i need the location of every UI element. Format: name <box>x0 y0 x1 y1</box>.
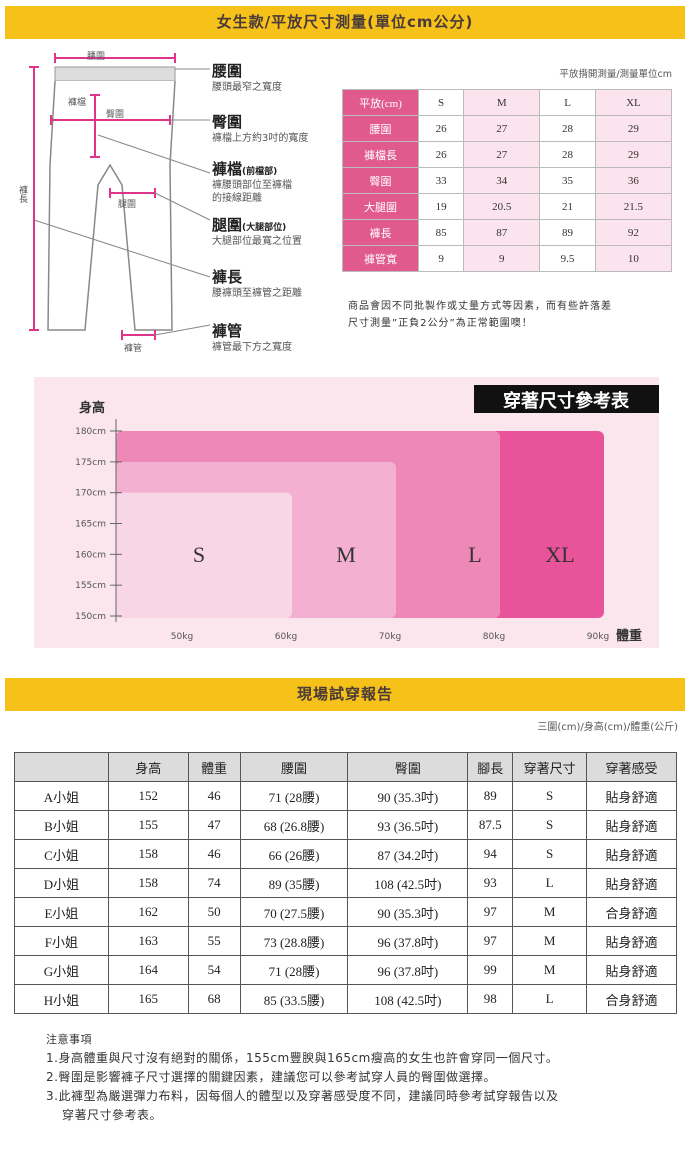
size-chart-panel: 穿著尺寸參考表 身高 XL L M S 180cm 175cm 170cm 165cm 160cm 1… <box>34 377 659 648</box>
y-tick-label: 165cm <box>75 520 106 530</box>
y-tick-label: 180cm <box>75 427 106 437</box>
x-axis-label: 體重 <box>616 628 642 644</box>
note-item: 1.身高體重與尺寸沒有絕對的關係，155cm豐腴與165cm瘦高的女生也許會穿同… <box>46 1051 559 1065</box>
table-row: 褲檔長 26 27 28 29 <box>342 141 673 168</box>
size-label-s: S <box>193 542 205 567</box>
size-table-caption: 平放揹開測量/測量單位cm <box>559 69 672 80</box>
table-row: G小姐 164 54 71 (28腰) 96 (37.8吋) 99 M 貼身舒適 <box>14 955 677 985</box>
section-title-try-on-report: 現場試穿報告 <box>5 678 685 711</box>
x-tick-label: 60kg <box>275 632 297 642</box>
try-on-table: 身高 體重 腰圍 臀圍 腳長 穿著尺寸 穿著感受 A小姐 152 46 71 (… <box>14 752 677 1014</box>
size-label-xl: XL <box>545 542 574 567</box>
size-label-m: M <box>336 542 356 567</box>
hem-label: 褲管 <box>124 344 143 354</box>
size-table-note: 商品會因不同批製作或丈量方式等因素，而有些許落差 尺寸測量”正負2公分”為正常範… <box>348 301 612 329</box>
x-tick-label: 70kg <box>379 632 401 642</box>
table-row: D小姐 158 74 89 (35腰) 108 (42.5吋) 93 L 貼身舒… <box>14 868 677 898</box>
annotation-hip: 臀圍 褲檔上方約3吋的寬度 <box>212 113 309 144</box>
notes-block: 注意事項 1.身高體重與尺寸沒有絕對的關係，155cm豐腴與165cm瘦高的女生… <box>46 1030 558 1125</box>
note-item: 2.臀圍是影響褲子尺寸選擇的關鍵因素，建議您可以參考試穿人員的臀圍做選擇。 <box>46 1070 496 1084</box>
table-row: A小姐 152 46 71 (28腰) 90 (35.3吋) 89 S 貼身舒適 <box>14 781 677 811</box>
table-row: 大腿圍 19 20.5 21 21.5 <box>342 193 673 220</box>
report-unit-note: 三圍(cm)/身高(cm)/體重(公斤) <box>537 722 678 733</box>
size-region-s <box>116 492 292 618</box>
y-tick-label: 160cm <box>75 550 106 560</box>
table-row: E小姐 162 50 70 (27.5腰) 90 (35.3吋) 97 M 合身… <box>14 897 677 927</box>
size-reference-chart: 穿著尺寸參考表 身高 XL L M S 180cm 175cm 170cm 165cm 160cm 1… <box>75 385 659 644</box>
table-row: B小姐 155 47 68 (26.8腰) 93 (36.5吋) 87.5 S … <box>14 810 677 840</box>
waist-label: 腰圍 <box>87 52 106 62</box>
y-tick-label: 175cm <box>75 458 106 468</box>
hip-label: 臀圍 <box>106 110 125 120</box>
thigh-label: 腿圍 <box>118 200 137 210</box>
chart-title: 穿著尺寸參考表 <box>503 390 630 412</box>
table-row: 臀圍 33 34 35 36 <box>342 167 673 194</box>
annotation-length: 褲長 腰褲頭至褲管之距離 <box>212 268 302 299</box>
annotation-crotch: 褲檔(前檔部) 褲腰頭部位至褲檔 的接線距離 <box>212 160 292 204</box>
size-table: 平放(cm) S M L XL 腰圍 26 27 28 29 褲檔長 26 27… <box>342 89 673 272</box>
note-item: 穿著尺寸參考表。 <box>62 1108 163 1122</box>
notes-title: 注意事項 <box>46 1033 92 1046</box>
crotch-label: 褲檔 <box>68 98 87 108</box>
size-table-header: 平放(cm) S M L XL <box>342 89 673 116</box>
y-tick-label: 150cm <box>75 612 106 622</box>
table-row: 褲管寬 9 9 9.5 10 <box>342 245 673 272</box>
section-title-measurement: 女生款/平放尺寸測量(單位cm公分) <box>5 6 685 39</box>
size-label-l: L <box>468 542 481 567</box>
note-item: 3.此褲型為嚴選彈力布料，因每個人的體型以及穿著感受度不同，建議同時參考試穿報告… <box>46 1089 559 1103</box>
table-row: C小姐 158 46 66 (26腰) 87 (34.2吋) 94 S 貼身舒適 <box>14 839 677 869</box>
table-row: H小姐 165 68 85 (33.5腰) 108 (42.5吋) 98 L 合… <box>14 984 677 1014</box>
y-axis-label: 身高 <box>79 400 105 416</box>
chart-title-badge <box>474 385 659 413</box>
length-label: 褲長 <box>17 185 27 203</box>
annotation-waist: 腰圍 腰頭最窄之寬度 <box>212 62 282 93</box>
pants-diagram <box>29 53 211 340</box>
annotation-thigh: 腿圍(大腿部位) 大腿部位最寬之位置 <box>212 216 302 247</box>
y-tick-label: 170cm <box>75 489 106 499</box>
table-row: F小姐 163 55 73 (28.8腰) 96 (37.8吋) 97 M 貼身… <box>14 926 677 956</box>
table-row: 褲長 85 87 89 92 <box>342 219 673 246</box>
x-tick-label: 80kg <box>483 632 505 642</box>
x-tick-label: 50kg <box>171 632 193 642</box>
annotation-hem: 褲管 褲管最下方之寬度 <box>212 322 292 353</box>
try-on-table-header: 身高 體重 腰圍 臀圍 腳長 穿著尺寸 穿著感受 <box>14 752 677 782</box>
x-tick-label: 90kg <box>587 632 609 642</box>
y-tick-label: 155cm <box>75 581 106 591</box>
table-row: 腰圍 26 27 28 29 <box>342 115 673 142</box>
